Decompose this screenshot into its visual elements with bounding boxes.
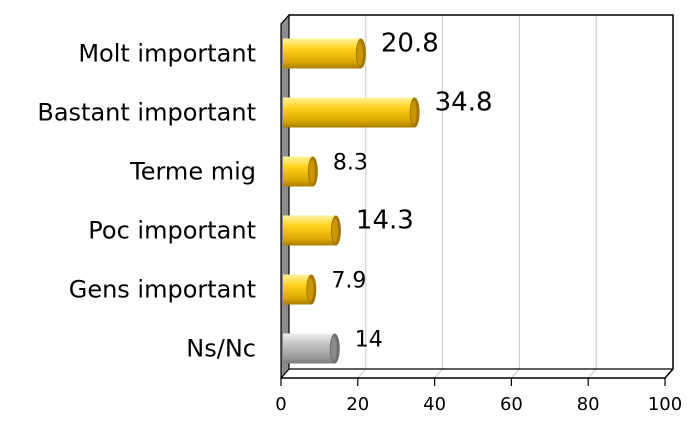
tick-label-x: 20 — [346, 394, 369, 415]
tick-label-x: 40 — [423, 394, 446, 415]
side-wall — [280, 13, 290, 380]
bar-cap-highlight — [330, 336, 337, 361]
value-label: 7.9 — [331, 269, 366, 294]
bar-molt-important — [283, 38, 361, 69]
plot-frame — [280, 13, 674, 386]
bar-cap-highlight — [308, 159, 315, 184]
bar-cap-highlight — [331, 218, 338, 243]
category-label: Molt important — [78, 40, 256, 68]
floor-gridline-20 — [357, 368, 367, 379]
floor-edge — [281, 368, 674, 379]
floor-gridline-60 — [511, 368, 520, 379]
category-label: Poc important — [88, 217, 256, 245]
tick-label-x: 60 — [500, 394, 523, 415]
tick-label-x: 100 — [648, 394, 682, 415]
tick-label-x: 80 — [577, 394, 600, 415]
bar-cap-highlight — [307, 277, 314, 302]
back-plane-border — [289, 14, 674, 369]
category-label: Ns/Nc — [186, 335, 256, 363]
bar-ns-nc — [283, 333, 335, 364]
bar-bastant-important — [283, 97, 415, 128]
category-label: Bastant important — [37, 99, 256, 127]
value-label: 20.8 — [381, 29, 439, 59]
labels: 0 20 40 60 80 100 Molt important 20.8 Bastant im… — [37, 29, 682, 416]
value-label: 34.8 — [435, 88, 493, 118]
floor-gridline-80 — [587, 368, 597, 379]
tick-label-x: 0 — [275, 394, 286, 415]
value-label: 14 — [355, 328, 383, 353]
bars — [283, 38, 420, 364]
bar-cap-highlight — [410, 100, 417, 125]
category-label: Terme mig — [129, 158, 256, 186]
gridlines — [280, 15, 674, 379]
bar-cap-highlight — [356, 41, 363, 66]
value-label: 14.3 — [356, 206, 414, 236]
bar-poc-important — [283, 215, 336, 246]
value-label: 8.3 — [333, 151, 368, 176]
category-label: Gens important — [69, 276, 256, 304]
floor-gridline-40 — [434, 368, 443, 379]
